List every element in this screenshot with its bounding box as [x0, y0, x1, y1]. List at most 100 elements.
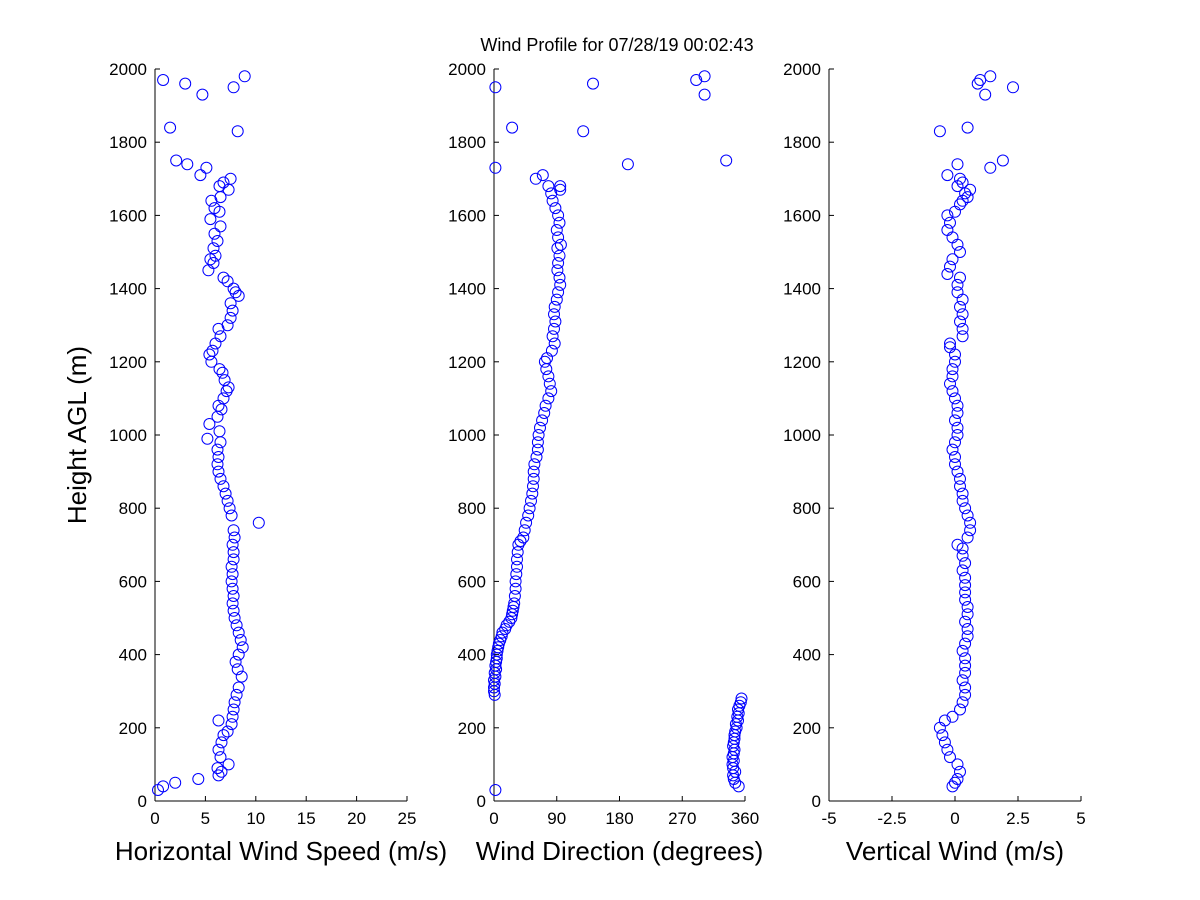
direction-data-point	[510, 568, 523, 581]
vertical-data-point	[949, 451, 961, 463]
vertical-data-point	[944, 337, 956, 350]
speed-data-point	[214, 472, 227, 485]
speed-data-point	[206, 344, 219, 357]
speed-data-point	[226, 304, 239, 317]
vertical-y-tick-label: 0	[812, 792, 821, 811]
direction-data-point	[542, 392, 555, 405]
vertical-data-point	[984, 161, 997, 174]
speed-data-point	[164, 121, 177, 134]
direction-y-tick-label: 1000	[448, 426, 486, 445]
vertical-data-point	[949, 348, 961, 361]
direction-x-tick-label: 180	[605, 809, 633, 828]
vertical-data-point	[961, 608, 974, 621]
speed-data-point	[227, 282, 240, 295]
vertical-x-tick-label: -2.5	[877, 809, 906, 828]
vertical-data-point	[961, 191, 974, 204]
vertical-data-point	[956, 549, 969, 562]
speed-data-point	[222, 381, 235, 394]
direction-data-point	[553, 249, 566, 262]
speed-data-point	[227, 524, 240, 537]
speed-data-point	[203, 418, 216, 430]
direction-y-tick-label: 200	[458, 719, 486, 738]
direction-data-point	[522, 509, 535, 522]
speed-y-tick-label: 0	[138, 792, 147, 811]
vertical-data-point	[956, 487, 969, 500]
speed-data-point	[221, 319, 234, 332]
vertical-y-tick-label: 1400	[783, 280, 821, 299]
speed-data-point	[235, 670, 248, 683]
vertical-data-point	[951, 421, 964, 434]
vertical-data-point	[951, 286, 964, 299]
speed-data-point	[202, 264, 215, 277]
vertical-data-point	[954, 472, 966, 485]
vertical-data-point	[959, 502, 972, 515]
speed-data-point	[225, 575, 238, 588]
vertical-x-tick-label: 2.5	[1006, 809, 1030, 828]
speed-data-point	[170, 154, 183, 167]
vertical-data-point	[959, 586, 972, 599]
vertical-data-point	[954, 271, 966, 284]
speed-y-tick-label: 1400	[109, 280, 147, 299]
speed-data-point	[226, 568, 239, 581]
vertical-data-point	[959, 593, 972, 606]
vertical-data-point	[954, 246, 966, 258]
direction-data-point	[554, 278, 567, 291]
vertical-data-point	[944, 751, 956, 764]
speed-data-point	[214, 751, 227, 764]
direction-data-point	[543, 377, 556, 390]
vertical-data-point	[959, 557, 972, 570]
speed-data-point	[217, 392, 230, 405]
speed-data-point	[212, 399, 225, 412]
speed-data-point	[227, 703, 240, 716]
vertical-data-point	[996, 154, 1009, 167]
direction-data-point	[729, 718, 742, 731]
speed-data-point	[214, 436, 227, 449]
direction-data-point	[536, 414, 549, 427]
vertical-y-tick-label: 1200	[783, 353, 821, 372]
direction-y-tick-label: 600	[458, 572, 486, 591]
direction-data-point	[538, 407, 551, 419]
direction-data-point	[540, 363, 553, 376]
direction-data-point	[552, 257, 565, 269]
speed-data-point	[209, 249, 222, 262]
speed-data-point	[196, 88, 209, 101]
speed-data-point	[181, 158, 194, 171]
speed-data-point	[201, 432, 214, 445]
vertical-data-point	[951, 538, 964, 551]
speed-data-point	[223, 502, 236, 515]
vertical-x-tick-label: 0	[950, 809, 959, 828]
direction-panel: 0 200 400 600 800 1000 1200 1400 1600 1800 2000 0 90…	[448, 60, 763, 866]
vertical-data-point	[954, 703, 966, 716]
speed-data-point	[252, 516, 265, 529]
speed-y-tick-label: 1800	[109, 133, 147, 152]
chart-title: Wind Profile for 07/28/19 00:02:43	[480, 35, 753, 55]
direction-data-point	[735, 692, 748, 705]
speed-data-point	[203, 348, 216, 361]
vertical-x-tick-label: 5	[1076, 809, 1085, 828]
vertical-data-point	[946, 710, 959, 723]
direction-data-point	[536, 169, 549, 182]
speed-data-point	[211, 458, 224, 471]
speed-data-point	[221, 275, 234, 288]
vertical-data-point	[946, 231, 959, 244]
direction-data-point	[554, 238, 567, 251]
vertical-data-point	[941, 169, 954, 182]
speed-data-point	[227, 546, 240, 559]
speed-data-point	[230, 619, 243, 632]
speed-x-axis-label: Horizontal Wind Speed (m/s)	[115, 836, 447, 866]
direction-data-point	[520, 516, 533, 529]
direction-data-point	[492, 641, 505, 654]
direction-data-point	[527, 480, 539, 493]
vertical-data-point	[961, 121, 974, 134]
speed-data-point	[213, 425, 226, 438]
vertical-data-point	[944, 341, 956, 354]
vertical-y-tick-label: 1000	[783, 426, 821, 445]
vertical-data-point	[959, 666, 972, 679]
speed-data-point	[232, 681, 245, 694]
speed-data-point	[216, 366, 229, 379]
speed-x-tick-label: 15	[297, 809, 316, 828]
direction-data-point	[553, 271, 566, 284]
vertical-data-point	[951, 158, 964, 171]
direction-x-tick-label: 360	[731, 809, 759, 828]
vertical-data-point	[956, 330, 969, 343]
